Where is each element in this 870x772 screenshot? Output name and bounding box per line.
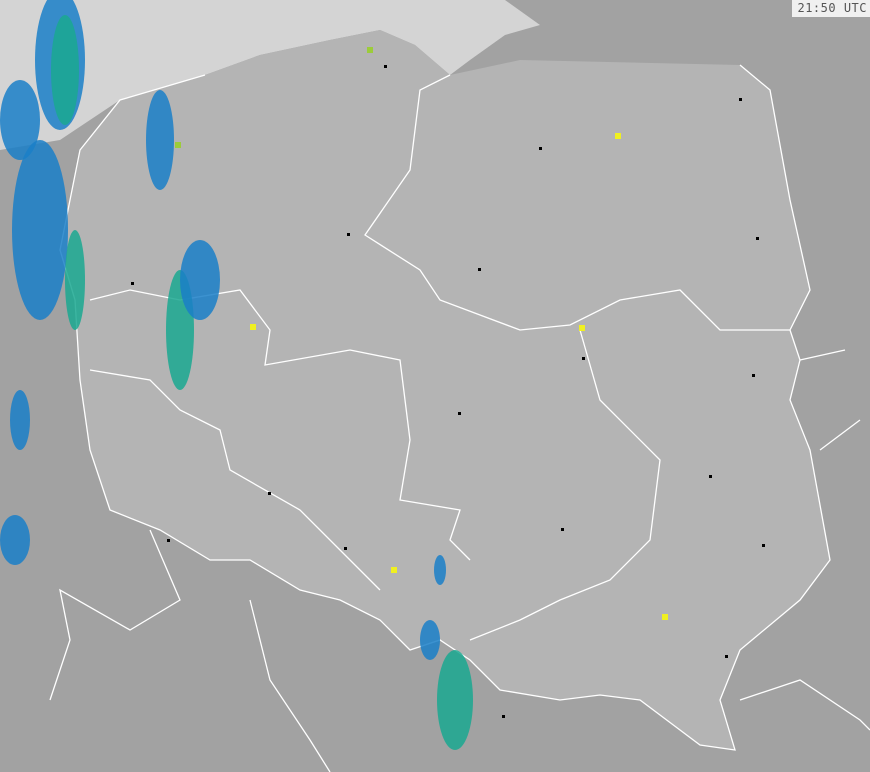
radar-cell	[367, 47, 373, 53]
city-dot	[502, 715, 505, 718]
city-dot	[752, 374, 755, 377]
timestamp-label: 21:50 UTC	[792, 0, 870, 17]
radar-echo	[146, 90, 174, 190]
radar-echo	[434, 555, 446, 585]
city-dot	[725, 655, 728, 658]
poland-territory	[60, 30, 830, 750]
radar-cell	[175, 142, 181, 148]
city-dot	[344, 547, 347, 550]
radar-echo	[10, 390, 30, 450]
radar-cell	[391, 567, 397, 573]
radar-cell	[250, 324, 256, 330]
city-dot	[458, 412, 461, 415]
radar-echoes	[0, 0, 668, 750]
radar-cell	[662, 614, 668, 620]
radar-echo	[0, 80, 40, 160]
baltic-sea	[0, 0, 540, 150]
city-dot	[131, 282, 134, 285]
radar-echo	[0, 515, 30, 565]
city-dot	[167, 539, 170, 542]
city-dot	[347, 233, 350, 236]
city-markers	[131, 65, 765, 718]
radar-echo	[437, 650, 473, 750]
city-dot	[384, 65, 387, 68]
city-dot	[709, 475, 712, 478]
radar-echo	[65, 230, 85, 330]
radar-echo	[420, 620, 440, 660]
city-dot	[762, 544, 765, 547]
radar-echo	[12, 140, 68, 320]
radar-echo	[51, 15, 79, 125]
city-dot	[739, 98, 742, 101]
city-dot	[756, 237, 759, 240]
radar-cell	[579, 325, 585, 331]
city-dot	[561, 528, 564, 531]
city-dot	[539, 147, 542, 150]
city-dot	[582, 357, 585, 360]
borders	[49, 64, 870, 772]
city-dot	[478, 268, 481, 271]
radar-echo	[180, 240, 220, 320]
city-dot	[268, 492, 271, 495]
radar-cell	[615, 133, 621, 139]
